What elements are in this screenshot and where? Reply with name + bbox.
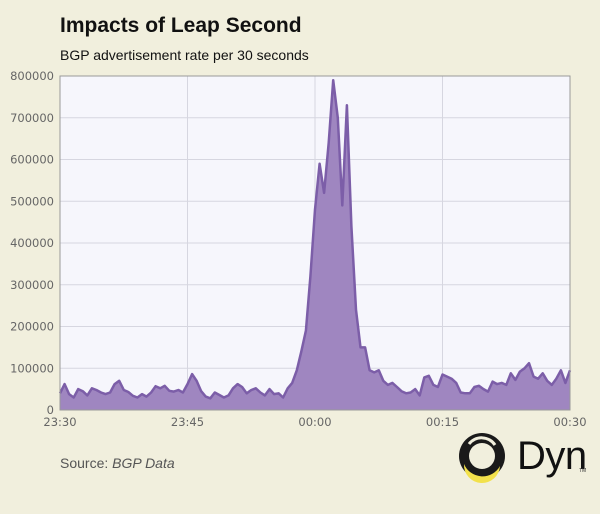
y-tick-label: 0 xyxy=(47,403,54,417)
axis-ticks: 0 100000 200000 300000 400000 500000 600000 700… xyxy=(10,69,586,429)
logo-wordmark: Dyn xyxy=(517,434,587,478)
y-tick-label: 200000 xyxy=(10,320,54,334)
chart-title: Impacts of Leap Second xyxy=(60,14,302,37)
x-tick-label: 23:30 xyxy=(43,415,76,429)
plot-border xyxy=(59,75,571,411)
chart-subtitle: BGP advertisement rate per 30 seconds xyxy=(60,47,309,63)
source-note: Source: BGP Data xyxy=(60,455,175,471)
y-tick-label: 800000 xyxy=(10,69,54,83)
y-tick-label: 300000 xyxy=(10,278,54,292)
y-tick-label: 100000 xyxy=(10,361,54,375)
x-tick-label: 00:30 xyxy=(553,415,586,429)
dyn-logo: Dyn TM xyxy=(455,430,595,486)
y-tick-label: 500000 xyxy=(10,194,54,208)
x-tick-label: 00:15 xyxy=(426,415,459,429)
dyn-ring-icon xyxy=(459,433,505,484)
y-tick-label: 600000 xyxy=(10,153,54,167)
x-tick-label: 23:45 xyxy=(171,415,204,429)
y-tick-label: 700000 xyxy=(10,111,54,125)
logo-trademark: TM xyxy=(579,468,587,474)
y-tick-label: 400000 xyxy=(10,236,54,250)
series-area xyxy=(60,80,570,410)
x-tick-label: 00:00 xyxy=(298,415,331,429)
source-label: Source: xyxy=(60,455,109,471)
source-value: BGP Data xyxy=(112,455,175,471)
series-line xyxy=(58,78,572,400)
